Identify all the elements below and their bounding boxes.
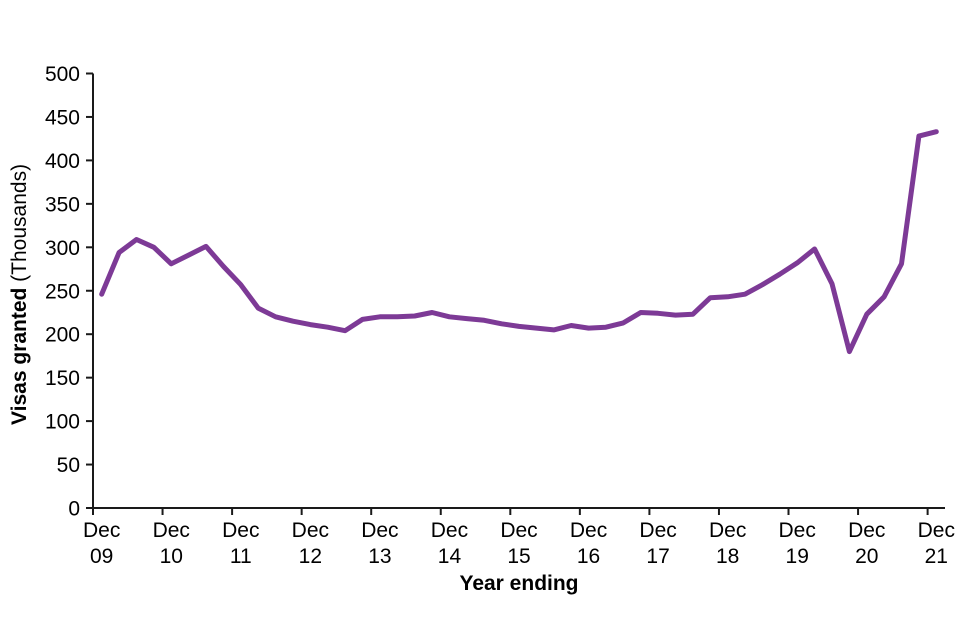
y-tick-label: 350 <box>45 193 80 216</box>
x-tick-label-year: 10 <box>160 545 183 568</box>
x-tick-label-year: 12 <box>299 545 322 568</box>
x-tick-label-year: 09 <box>90 545 113 568</box>
y-tick-label: 0 <box>68 498 80 521</box>
x-tick-label-month: Dec <box>361 519 398 542</box>
y-tick-label: 200 <box>45 324 80 347</box>
x-tick-label-year: 17 <box>646 545 669 568</box>
visas-granted-series-line <box>99 129 939 355</box>
x-tick-label-month: Dec <box>918 519 955 542</box>
x-tick-label-year: 13 <box>368 545 391 568</box>
x-tick-label-year: 21 <box>925 545 948 568</box>
y-tick-label: 450 <box>45 106 80 129</box>
x-tick-label-month: Dec <box>431 519 468 542</box>
x-tick-label-month: Dec <box>292 519 329 542</box>
x-tick-label-month: Dec <box>500 519 537 542</box>
y-tick-label: 50 <box>57 454 80 477</box>
x-tick-label-month: Dec <box>153 519 190 542</box>
y-tick-label: 400 <box>45 150 80 173</box>
x-tick-label-month: Dec <box>779 519 816 542</box>
y-tick-label: 150 <box>45 367 80 390</box>
x-tick-label-year: 15 <box>507 545 530 568</box>
y-axis-title: Visas granted (Thousands) <box>8 164 32 425</box>
y-tick-label: 250 <box>45 280 80 303</box>
x-tick-label-month: Dec <box>639 519 676 542</box>
x-tick-label-year: 18 <box>716 545 739 568</box>
x-tick-label-year: 16 <box>577 545 600 568</box>
y-tick-label: 500 <box>45 63 80 86</box>
x-tick-label-month: Dec <box>83 519 120 542</box>
y-tick-label: 100 <box>45 411 80 434</box>
x-tick-label-month: Dec <box>222 519 259 542</box>
x-tick-label-month: Dec <box>709 519 746 542</box>
x-tick-label-year: 19 <box>786 545 809 568</box>
y-axis-title-regular <box>8 282 31 288</box>
x-tick-label-month: Dec <box>570 519 607 542</box>
x-tick-label-month: Dec <box>848 519 885 542</box>
y-axis-title-paren: (Thousands) <box>8 163 31 282</box>
x-tick-label-year: 14 <box>438 545 462 568</box>
x-tick-label-year: 11 <box>230 545 252 568</box>
x-tick-label-year: 20 <box>855 545 878 568</box>
x-axis-title: Year ending <box>459 572 579 595</box>
y-axis-title-bold: Visas granted <box>8 287 31 425</box>
y-tick-label: 300 <box>45 237 80 260</box>
